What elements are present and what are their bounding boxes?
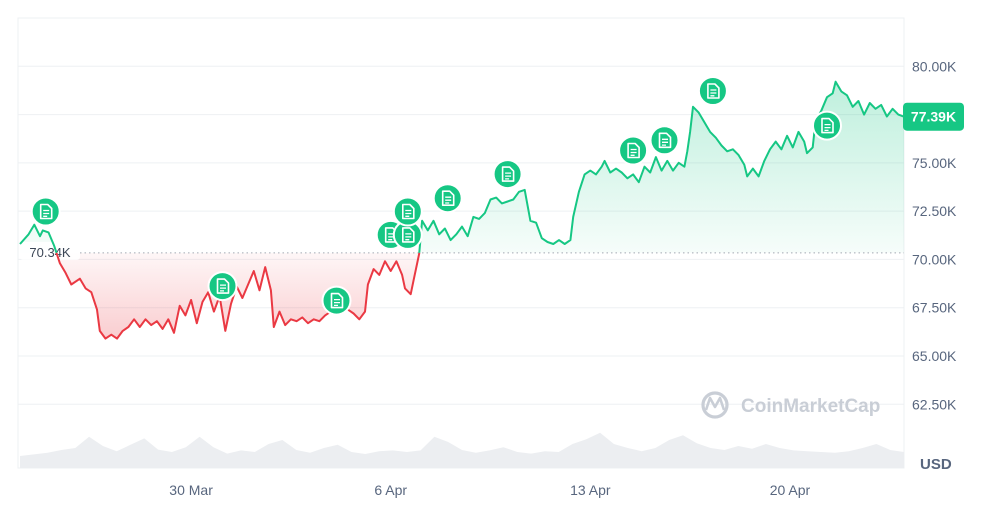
document-icon-lines — [220, 284, 226, 292]
news-marker[interactable] — [649, 125, 680, 156]
x-tick-label: 13 Apr — [570, 482, 611, 498]
y-tick-label: 75.00K — [912, 155, 957, 171]
document-icon-lines — [630, 148, 637, 156]
document-icon-outline — [216, 278, 230, 294]
document-icon-lines — [334, 298, 340, 307]
price-line-above — [19, 80, 905, 253]
y-axis: 80.00K77.50K75.00K72.50K70.00K67.50K65.0… — [912, 58, 957, 412]
y-tick-label: 62.50K — [912, 396, 957, 412]
document-icon-lines — [710, 89, 717, 97]
document-icon-outline — [330, 292, 344, 309]
volume-shape — [20, 432, 904, 468]
price-line-below — [55, 252, 421, 340]
document-icon — [501, 166, 515, 182]
x-tick-label: 30 Mar — [169, 482, 213, 498]
document-icon — [658, 132, 672, 149]
news-marker-circle — [492, 159, 523, 190]
news-marker[interactable] — [618, 135, 649, 166]
news-marker[interactable] — [812, 110, 842, 141]
news-marker[interactable] — [492, 159, 523, 190]
x-tick-label: 6 Apr — [374, 482, 407, 498]
document-icon — [401, 227, 415, 243]
document-icon — [707, 83, 720, 99]
news-markers — [30, 76, 842, 316]
document-icon-lines — [43, 209, 50, 217]
document-icon-lines — [662, 138, 668, 146]
news-marker-circle — [649, 125, 680, 156]
news-marker-circle — [812, 110, 842, 141]
baseline-label: 70.34K — [29, 245, 71, 260]
news-marker-circle — [207, 271, 238, 302]
current-price-label: 77.39K — [911, 109, 956, 125]
y-tick-label: 72.50K — [912, 203, 957, 219]
document-icon — [441, 190, 455, 206]
x-axis: 30 Mar 6 Apr 13 Apr 20 Apr — [169, 482, 810, 498]
y-tick-label: 67.50K — [912, 300, 957, 316]
document-icon-lines — [405, 233, 412, 241]
news-marker[interactable] — [30, 196, 61, 227]
document-icon — [39, 203, 53, 220]
news-marker[interactable] — [321, 285, 352, 316]
area-below-baseline — [56, 252, 420, 339]
x-tick-label: 20 Apr — [770, 482, 811, 498]
news-marker-circle — [697, 76, 728, 106]
news-marker[interactable] — [392, 196, 423, 227]
y-tick-label: 80.00K — [912, 58, 957, 74]
y-tick-label: 65.00K — [912, 348, 957, 364]
document-icon-outline — [501, 166, 515, 182]
news-marker[interactable] — [432, 183, 463, 214]
document-icon — [330, 292, 344, 309]
document-icon-outline — [401, 203, 415, 220]
document-icon-lines — [445, 196, 452, 204]
area-above-baseline — [20, 81, 904, 253]
price-line — [19, 80, 905, 340]
news-marker-circle — [30, 196, 61, 227]
news-marker-circle — [618, 135, 649, 166]
document-icon-lines — [824, 123, 831, 132]
document-icon-outline — [707, 83, 720, 99]
document-icon — [627, 142, 640, 159]
document-icon-outline — [821, 117, 834, 134]
document-icon — [401, 203, 415, 220]
current-price-badge: 77.39K — [903, 102, 964, 131]
news-marker-circle — [432, 183, 463, 214]
news-marker-circle — [321, 285, 352, 316]
currency-unit-label: USD — [920, 456, 952, 473]
watermark-text: CoinMarketCap — [741, 396, 880, 417]
watermark: CoinMarketCap — [701, 391, 880, 419]
document-icon — [821, 117, 834, 134]
coinmarketcap-logo-icon — [701, 391, 729, 419]
coinmarketcap-logo-mark — [704, 396, 726, 411]
baseline-label-bg — [20, 241, 80, 260]
document-icon-lines — [505, 172, 512, 180]
current-price-badge-bg — [903, 102, 964, 131]
price-area — [20, 81, 904, 339]
volume-area — [20, 432, 904, 468]
document-icon-outline — [401, 227, 415, 243]
document-icon-outline — [441, 190, 455, 206]
document-icon — [216, 278, 230, 294]
document-icon-lines — [405, 209, 412, 217]
document-icon-outline — [627, 142, 640, 159]
news-marker-circle — [392, 196, 423, 227]
baseline: 70.34K — [20, 241, 904, 260]
news-marker[interactable] — [207, 271, 238, 302]
document-icon-outline — [39, 203, 53, 220]
document-icon-outline — [658, 132, 672, 149]
y-tick-label: 70.00K — [912, 251, 957, 267]
news-marker[interactable] — [697, 76, 728, 106]
